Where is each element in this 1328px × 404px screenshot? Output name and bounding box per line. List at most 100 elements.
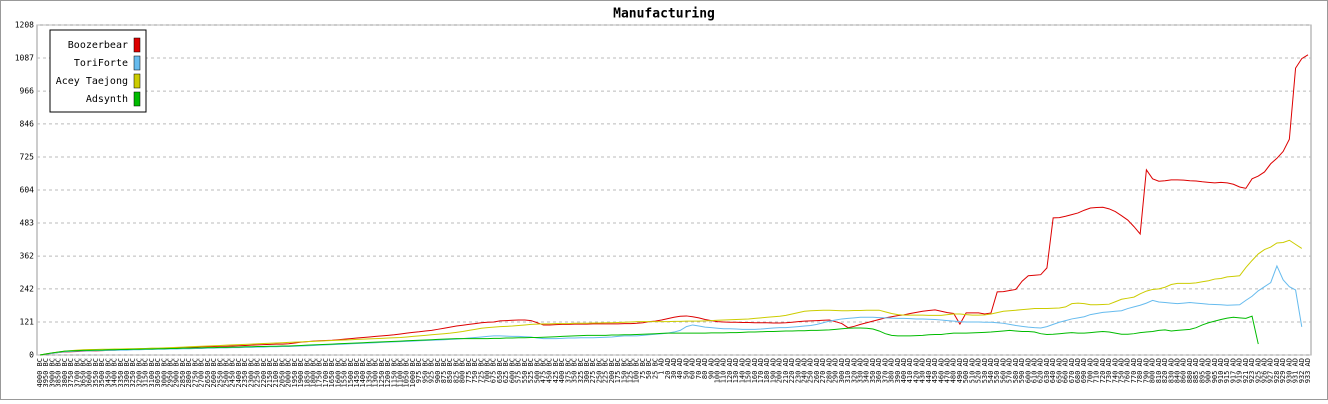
x-tick-label: 750 AD (1118, 358, 1126, 383)
y-tick-label: 121 (20, 317, 35, 326)
x-tick-label: 50 BC (645, 358, 653, 379)
x-tick-label: 885 AD (1192, 358, 1200, 383)
x-tick-label: 926 AD (1260, 358, 1268, 383)
x-tick-label: 60 AD (689, 358, 697, 379)
legend-swatch (133, 91, 141, 107)
x-tick-label: 760 AD (1124, 358, 1132, 383)
x-tick-label: 3050 BC (154, 358, 162, 388)
x-tick-label: 895 AD (1198, 358, 1206, 383)
series-line (39, 54, 1309, 356)
x-tick-label: 290 AD (832, 358, 840, 383)
x-tick-label: 580 AD (1012, 358, 1020, 383)
x-tick-label: 820 AD (1161, 358, 1169, 383)
x-tick-label: 3150 BC (142, 358, 150, 388)
x-tick-label: 2900 BC (173, 358, 181, 388)
x-tick-label: 2350 BC (241, 358, 249, 388)
x-tick-label: 160 AD (751, 358, 759, 383)
x-tick-label: 2550 BC (216, 358, 224, 388)
x-tick-label: 440 AD (925, 358, 933, 383)
x-tick-label: 1100 BC (397, 358, 405, 388)
legend-swatch (133, 37, 141, 53)
x-tick-label: 775 BC (465, 358, 473, 383)
x-tick-label: 925 AD (1254, 358, 1262, 383)
y-tick-label: 846 (20, 119, 35, 128)
x-tick-label: 770 AD (1130, 358, 1138, 383)
x-tick-label: 1250 BC (378, 358, 386, 388)
x-tick-label: 110 AD (720, 358, 728, 383)
x-tick-label: 600 BC (508, 358, 516, 383)
x-tick-label: 860 AD (1180, 358, 1188, 383)
x-tick-label: 923 AD (1248, 358, 1256, 383)
x-tick-label: 1550 BC (341, 358, 349, 388)
x-tick-label: 950 BC (421, 358, 429, 383)
y-tick-label: 1087 (15, 54, 34, 63)
x-tick-label: 2650 BC (204, 358, 212, 388)
legend-label: ToriForte (74, 58, 128, 69)
x-tick-label: 525 BC (527, 358, 535, 383)
x-tick-label: 200 AD (776, 358, 784, 383)
x-tick-label: 630 AD (1043, 358, 1051, 383)
x-tick-label: 3600 BC (86, 358, 94, 388)
legend-swatch (133, 55, 141, 71)
x-tick-label: 1050 BC (403, 358, 411, 388)
x-tick-label: 2700 BC (198, 358, 206, 388)
x-tick-label: 928 AD (1273, 358, 1281, 383)
y-tick-label: 966 (20, 87, 35, 96)
x-tick-label: 520 AD (975, 358, 983, 383)
x-tick-label: 2750 BC (191, 358, 199, 388)
x-tick-label: 300 BC (583, 358, 591, 383)
x-tick-label: 700 BC (484, 358, 492, 383)
x-tick-label: 625 BC (502, 358, 510, 383)
x-tick-label: 400 BC (558, 358, 566, 383)
x-tick-label: 1750 BC (316, 358, 324, 388)
x-tick-label: 490 AD (956, 358, 964, 383)
x-tick-label: 810 AD (1155, 358, 1163, 383)
x-tick-label: 300 AD (838, 358, 846, 383)
x-tick-label: 100 BC (633, 358, 641, 383)
x-tick-label: 350 AD (869, 358, 877, 383)
x-tick-label: 390 AD (894, 358, 902, 383)
x-tick-label: 80 AD (701, 358, 709, 379)
x-tick-label: 210 AD (782, 358, 790, 383)
x-tick-label: 740 AD (1111, 358, 1119, 383)
x-tick-label: 230 AD (794, 358, 802, 383)
x-tick-label: 510 AD (968, 358, 976, 383)
x-tick-label: 2200 BC (260, 358, 268, 388)
x-tick-label: 280 AD (825, 358, 833, 383)
x-tick-label: 690 AD (1080, 358, 1088, 383)
x-tick-label: 20 AD (664, 358, 672, 379)
x-tick-label: 530 AD (981, 358, 989, 383)
x-tick-label: 3650 BC (80, 358, 88, 388)
x-tick-label: 975 BC (415, 358, 423, 383)
x-tick-label: 2100 BC (272, 358, 280, 388)
x-tick-label: 2850 BC (179, 358, 187, 388)
x-tick-label: 3950 BC (42, 358, 50, 388)
x-tick-label: 915 AD (1223, 358, 1231, 383)
x-tick-label: 590 AD (1018, 358, 1026, 383)
legend-label: Acey Taejong (56, 76, 128, 87)
x-tick-label: 320 AD (850, 358, 858, 383)
legend-box (49, 29, 147, 113)
x-tick-label: 460 AD (937, 358, 945, 383)
x-tick-label: 1650 BC (328, 358, 336, 388)
x-tick-label: 170 AD (757, 358, 765, 383)
x-tick-label: 1150 BC (390, 358, 398, 388)
x-tick-label: 1 AD (658, 358, 666, 375)
x-tick-label: 75 BC (639, 358, 647, 379)
x-tick-label: 800 AD (1149, 358, 1157, 383)
x-tick-label: 200 BC (608, 358, 616, 383)
x-tick-label: 875 BC (440, 358, 448, 383)
x-tick-label: 800 BC (459, 358, 467, 383)
x-tick-label: 4000 BC (36, 358, 44, 388)
x-tick-label: 1500 BC (347, 358, 355, 388)
series-line (39, 239, 1303, 356)
x-tick-label: 25 BC (651, 358, 659, 379)
x-tick-label: 840 AD (1173, 358, 1181, 383)
x-tick-label: 340 AD (863, 358, 871, 383)
x-tick-label: 2600 BC (210, 358, 218, 388)
y-tick-label: 242 (20, 284, 35, 293)
x-tick-label: 450 BC (546, 358, 554, 383)
x-tick-label: 930 AD (1285, 358, 1293, 383)
series-line (39, 315, 1259, 356)
x-tick-label: 1200 BC (384, 358, 392, 388)
